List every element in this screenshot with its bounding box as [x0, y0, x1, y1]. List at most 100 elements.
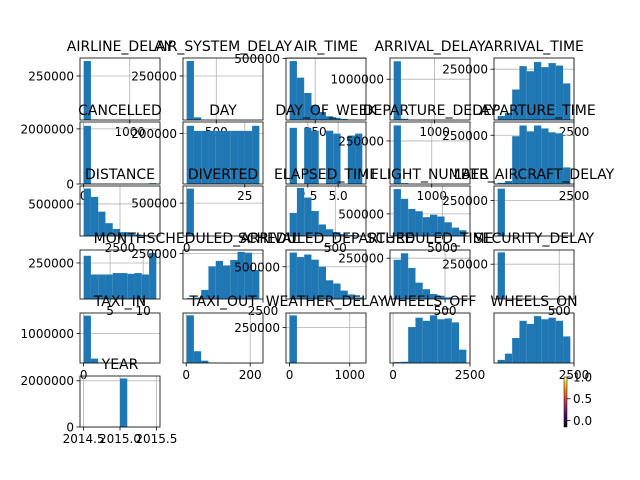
y-tick-label: 200000 [131, 127, 177, 141]
x-tick-label: 0 [80, 189, 88, 203]
histogram-title: TAXI_IN [93, 294, 146, 310]
histogram-bar [83, 188, 91, 236]
x-tick-label: 0 [80, 368, 88, 382]
histogram-bar [318, 224, 326, 236]
histogram-bar [244, 130, 253, 184]
x-tick-label: 2015.5 [135, 432, 177, 446]
histogram-bar [304, 197, 312, 236]
histogram-bar [451, 322, 460, 363]
x-tick-label: 10 [135, 304, 150, 318]
histogram-bar [451, 227, 460, 236]
x-tick-label: 1000 [334, 368, 365, 382]
histogram-bar [555, 65, 564, 120]
histogram-bar [393, 362, 401, 363]
histogram-title: CANCELLED [78, 103, 162, 119]
histogram-bar [237, 130, 245, 184]
histogram-bar [134, 273, 142, 299]
histogram-bar [201, 130, 209, 184]
histogram-bar [534, 125, 542, 184]
histogram-bar [201, 360, 209, 363]
histogram-panel: 500000 0 DIVERTED [131, 167, 264, 255]
histogram-bar [333, 133, 341, 184]
histogram-panel: 0 2000000 0 CANCELLED [21, 103, 162, 203]
histogram-bar [127, 273, 135, 299]
histogram-bar [311, 259, 319, 299]
histogram-panel: 250000 5 10 MONTH [28, 231, 161, 318]
histogram-bar [400, 253, 409, 299]
histogram-bar [318, 112, 326, 120]
y-tick-label: 500000 [234, 52, 280, 66]
x-tick-label: 500 [548, 304, 571, 318]
histogram-title: DAY [209, 103, 237, 119]
x-tick-label: 2500 [105, 241, 136, 255]
histogram-bar [237, 251, 245, 299]
y-tick-label: 250000 [442, 194, 488, 208]
histogram-bar [393, 259, 401, 299]
histogram-bar [548, 317, 556, 363]
histogram-title: ARRIVAL_DELAY [374, 39, 485, 55]
histogram-bar [193, 351, 202, 363]
axes-frame [285, 185, 367, 237]
histogram-bar [437, 319, 445, 363]
histogram-panel: 250000 LATE_AIRCRAFT_DELAY [442, 167, 615, 237]
histogram-bar [289, 61, 297, 120]
histogram-bar [120, 378, 128, 427]
histogram-bar [497, 359, 505, 363]
histogram-bar [541, 128, 549, 184]
histogram-bar [519, 125, 527, 184]
histogram-bar [90, 358, 99, 363]
axes-frame [285, 57, 367, 121]
histogram-bar [355, 133, 363, 184]
histogram-bar [141, 274, 150, 299]
axes-frame [389, 57, 471, 121]
histogram-bar [90, 196, 99, 236]
axes-frame [493, 57, 575, 121]
histogram-title: YEAR [101, 357, 139, 373]
histogram-bar [186, 315, 194, 363]
x-tick-label: 0 [286, 368, 294, 382]
histogram-bar [444, 222, 452, 236]
histogram-bar [296, 257, 305, 299]
histogram-bar [504, 353, 513, 363]
histogram-bar [422, 320, 430, 363]
colorbar-tick-label: 0.5 [573, 392, 592, 406]
y-tick-label: 250000 [131, 69, 177, 83]
histogram-panel: 1000000 1000 ARRIVAL_DELAY [331, 39, 486, 139]
y-tick-label: 500000 [338, 207, 384, 221]
y-tick-label: 500000 [131, 197, 177, 211]
histogram-bar [340, 234, 348, 236]
histogram-bar [393, 125, 401, 184]
histogram-panel: 0 2500 WHEELS_OFF [384, 294, 486, 382]
y-tick-label: 1000000 [21, 327, 74, 341]
histogram-title: WEATHER_DELAY [266, 294, 387, 310]
histogram-bar [512, 338, 520, 363]
histogram-bar [289, 315, 297, 363]
y-tick-label: 0 [66, 421, 74, 435]
histogram-bar [555, 133, 564, 184]
histogram-bar [289, 252, 297, 299]
axes-frame [182, 249, 264, 300]
histogram-bar [252, 125, 260, 184]
histogram-bar [430, 214, 438, 236]
histogram-bar [504, 112, 513, 120]
histogram-bar [134, 234, 142, 236]
histogram-bar [548, 132, 556, 184]
histogram-title: DAY_OF_WEEK [275, 103, 377, 119]
histogram-bar [215, 130, 223, 184]
histogram-bar [193, 130, 202, 184]
histogram-panel: 500000 2500 DISTANCE [28, 167, 161, 255]
histogram-bar [400, 361, 409, 363]
histogram-bar [230, 259, 238, 299]
histogram-bar [355, 297, 363, 299]
axes-frame [182, 57, 264, 121]
x-tick-label: 2500 [248, 304, 279, 318]
histogram-bar [400, 118, 409, 120]
y-tick-label: 250000 [131, 247, 177, 261]
histogram-bar [244, 252, 253, 299]
histogram-bar [83, 255, 91, 299]
histogram-bar [548, 63, 556, 120]
y-tick-label: 0 [66, 178, 74, 192]
